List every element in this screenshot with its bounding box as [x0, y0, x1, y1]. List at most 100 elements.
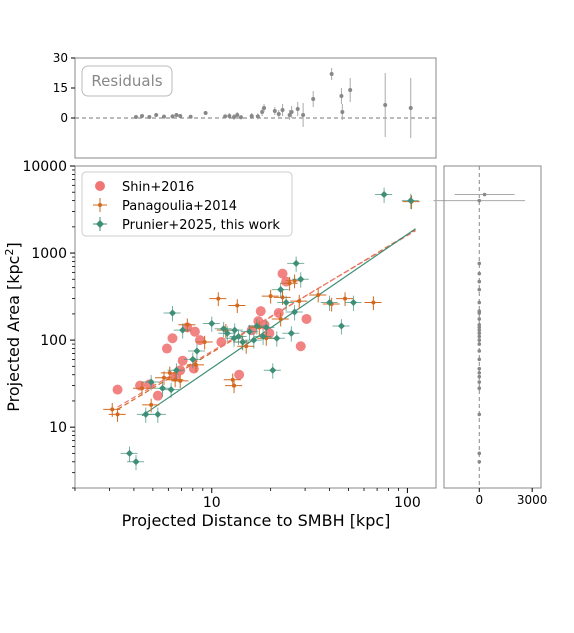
prunier-point	[231, 326, 239, 334]
main-y-tick-label: 1000	[31, 246, 67, 262]
residual-point	[238, 115, 243, 120]
residual-point	[178, 114, 183, 118]
residuals-badge-box	[81, 65, 173, 97]
side-point	[477, 380, 482, 384]
shin-point	[277, 268, 288, 279]
residual-point	[289, 110, 294, 114]
residual-point	[203, 111, 208, 115]
prunier-point	[208, 320, 216, 328]
residual-point	[227, 114, 232, 118]
prunier-point	[349, 299, 357, 307]
prunier-point	[292, 259, 300, 267]
prunier-point	[235, 332, 243, 340]
residual-point	[260, 110, 265, 114]
side-point	[477, 366, 482, 371]
panagoulia-point	[139, 386, 144, 391]
side-x-tick-label: 3000	[517, 493, 548, 507]
prunier-point	[147, 378, 155, 386]
panagoulia-point	[343, 296, 348, 301]
residuals-badge: Residuals	[81, 65, 173, 97]
residuals-y-tick-label: 15	[53, 81, 68, 95]
legend-entry-shin: Shin+2016	[95, 180, 194, 195]
side-point	[477, 371, 482, 375]
side-point	[477, 334, 482, 339]
legend-box	[81, 171, 293, 237]
side-point	[477, 331, 482, 336]
side-point	[477, 279, 482, 284]
residual-point	[280, 108, 285, 112]
side-point	[477, 357, 482, 362]
residual-point	[154, 113, 159, 117]
shin-point	[295, 341, 306, 352]
main-panel: 10000 1000 100 10 10 100 Projected Distance …	[3, 159, 437, 530]
residual-point	[161, 114, 166, 119]
main-x-ticks: 10 100	[74, 488, 421, 511]
shin-point	[264, 328, 275, 339]
shin-point	[161, 343, 172, 354]
main-plot-area	[103, 187, 420, 471]
prunier-point	[168, 309, 176, 317]
prunier-point	[407, 197, 415, 205]
fit-line	[141, 228, 416, 417]
residual-point	[188, 114, 193, 119]
prunier-point	[326, 299, 334, 307]
shin-point	[273, 307, 284, 318]
prunier-point	[142, 410, 150, 418]
side-point	[477, 287, 482, 292]
prunier-point	[220, 325, 228, 333]
panagoulia-point	[235, 303, 240, 308]
residual-point	[223, 114, 228, 119]
shin-point	[301, 313, 312, 324]
shin-point	[234, 369, 245, 380]
residual-point	[301, 113, 306, 117]
prunier-point	[380, 191, 388, 199]
main-x-tick-label: 100	[394, 495, 421, 511]
main-y-ticks: 10000 1000 100 10	[22, 159, 75, 489]
side-point	[477, 328, 482, 332]
residuals-frame	[74, 57, 437, 159]
panagoulia-point	[178, 378, 183, 383]
residual-point	[340, 110, 345, 114]
prunier-point	[189, 355, 197, 363]
side-plot-area	[433, 166, 526, 488]
prunier-point	[277, 286, 285, 294]
panagoulia-point	[316, 292, 321, 297]
legend-marker-shin	[95, 181, 105, 191]
shin-point	[177, 355, 188, 366]
shin-point	[216, 337, 227, 348]
panagoulia-point	[185, 322, 190, 327]
side-point	[477, 300, 482, 305]
residual-point	[170, 114, 175, 119]
shin-point	[152, 390, 163, 401]
residual-point	[133, 115, 138, 119]
panagoulia-point	[287, 281, 292, 286]
panagoulia-point	[202, 340, 207, 345]
main-x-tick-label: 10	[203, 495, 221, 511]
prunier-point	[193, 347, 201, 355]
y-axis-label: Projected Area [kpc2]	[3, 242, 23, 411]
side-point	[482, 192, 487, 197]
prunier-point	[269, 366, 277, 374]
residuals-y-tick-label: 0	[60, 111, 68, 125]
residual-point	[262, 106, 267, 110]
residual-point	[255, 114, 260, 119]
residual-point	[235, 113, 240, 117]
residual-point	[139, 114, 144, 118]
side-point	[477, 459, 482, 464]
prunier-point	[287, 329, 295, 337]
residual-point	[276, 112, 281, 116]
residual-point	[339, 94, 344, 98]
side-point	[477, 198, 482, 203]
panagoulia-point	[149, 402, 154, 407]
residual-point	[147, 115, 152, 119]
prunier-point	[297, 275, 305, 283]
panagoulia-point	[167, 370, 172, 375]
residuals-badge-label: Residuals	[91, 72, 162, 90]
panagoulia-point	[371, 300, 376, 305]
legend-marker-panagoulia	[98, 203, 102, 207]
prunier-point	[167, 386, 175, 394]
side-point	[477, 342, 482, 346]
side-point	[477, 338, 482, 342]
prunier-point	[126, 449, 134, 457]
